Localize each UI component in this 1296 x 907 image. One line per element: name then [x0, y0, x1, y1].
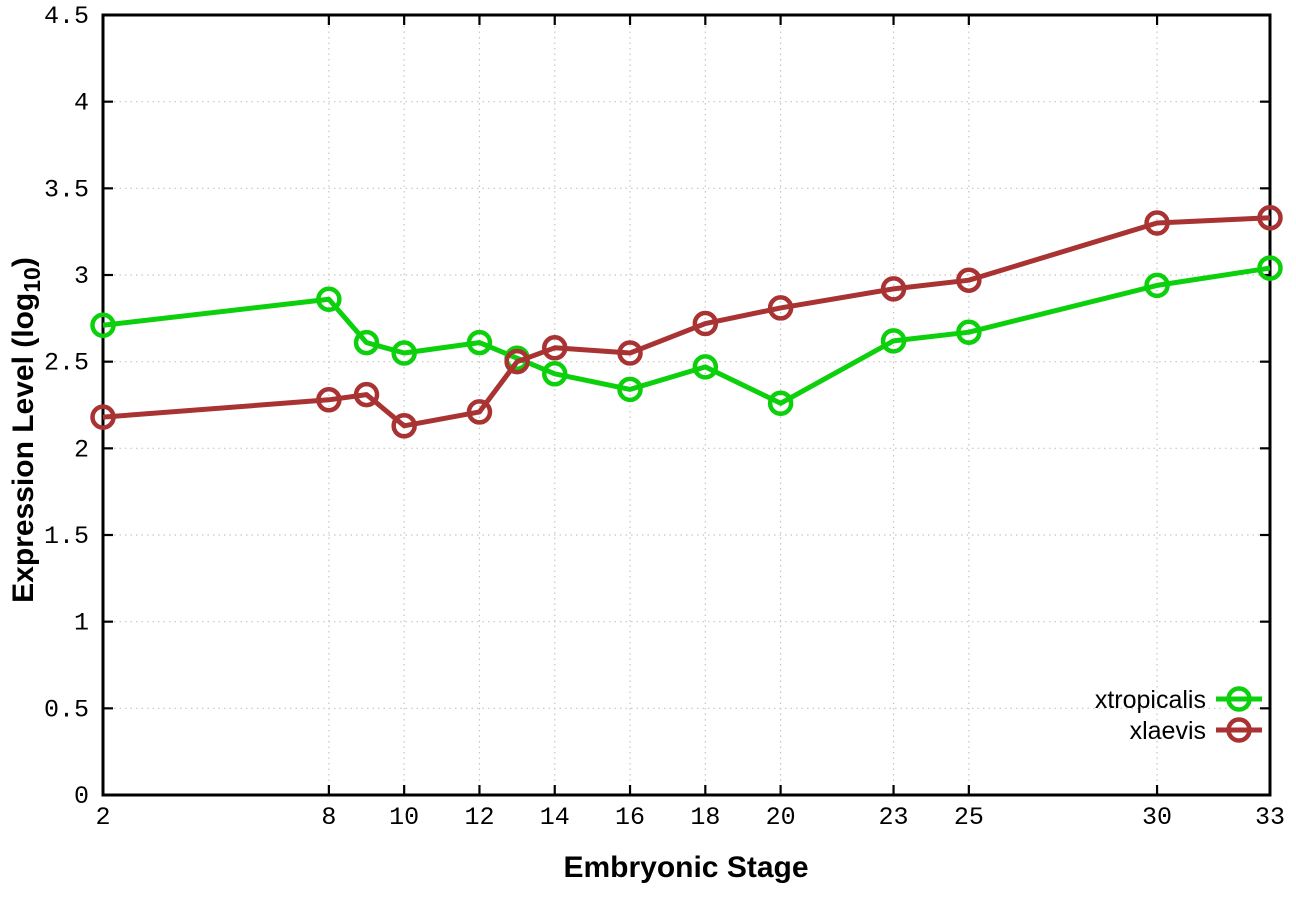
y-tick-label: 1 [74, 609, 89, 638]
x-tick-label: 8 [321, 803, 336, 832]
x-axis-title: Embryonic Stage [563, 851, 808, 884]
data-point-marker [316, 387, 342, 413]
y-tick-label: 3.5 [44, 175, 89, 204]
x-tick-label: 23 [879, 803, 909, 832]
data-series [90, 205, 1283, 439]
x-tick-label: 12 [464, 803, 494, 832]
y-axis-title: Expression Level (log10) [7, 257, 45, 603]
data-point-marker [1144, 210, 1170, 236]
data-point-marker [880, 276, 907, 302]
legend-sample-marker-xtropicalis [1226, 686, 1252, 712]
legend-samples [1216, 686, 1262, 743]
x-tick-label: 33 [1255, 803, 1285, 832]
legend-label-xlaevis: xlaevis [1130, 717, 1206, 745]
series-xlaevis [90, 205, 1283, 439]
legend: xtropicalis xlaevis [1095, 686, 1262, 745]
series-line-xlaevis [102, 215, 1271, 429]
data-point-marker [767, 390, 794, 417]
x-tick-label: 18 [690, 803, 720, 832]
legend-sample-marker-xlaevis [1226, 717, 1252, 743]
x-tick-label: 10 [389, 803, 419, 832]
series-line-xtropicalis [102, 265, 1271, 406]
x-tick-label: 30 [1142, 803, 1172, 832]
data-point-marker [880, 328, 907, 354]
axis-ticks: 2 8 10 12 14 16 18 20 23 25 30 33 0 0.5 1 1.5 2 2.5 3 3.5 4 4… [44, 2, 1285, 832]
x-tick-label: 25 [954, 803, 984, 832]
data-point-marker [353, 329, 380, 356]
data-point-marker [692, 354, 719, 380]
y-tick-label: 4.5 [44, 2, 89, 31]
data-point-marker [466, 329, 493, 356]
legend-label-xtropicalis: xtropicalis [1095, 686, 1206, 714]
data-point-marker [391, 340, 417, 366]
data-point-marker [767, 295, 794, 321]
data-point-marker [541, 361, 568, 387]
y-tick-label: 3 [74, 262, 89, 291]
y-tick-label: 4 [74, 89, 89, 118]
y-tick-label: 0.5 [44, 695, 89, 724]
data-point-marker [353, 381, 380, 408]
data-point-marker [617, 340, 643, 366]
data-point-marker [956, 319, 982, 345]
data-point-marker [1144, 272, 1170, 299]
data-point-marker [1257, 205, 1283, 231]
data-point-marker [1257, 255, 1283, 281]
data-point-marker [90, 312, 116, 339]
data-point-marker [391, 413, 417, 439]
data-point-marker [504, 348, 530, 375]
y-axis-title-subscript: 10 [19, 267, 45, 293]
series-xtropicalis [90, 255, 1283, 417]
y-tick-label: 1.5 [44, 522, 89, 551]
y-axis-title-suffix: ) [7, 257, 40, 267]
y-tick-label: 2 [74, 435, 89, 464]
data-point-marker [692, 310, 719, 337]
data-point-marker [956, 267, 982, 293]
y-tick-label: 0 [74, 782, 89, 811]
x-tick-label: 16 [615, 803, 645, 832]
data-point-marker [316, 286, 342, 313]
data-point-marker [90, 404, 116, 430]
x-tick-label: 20 [766, 803, 796, 832]
y-axis-title-main: Expression Level (log [7, 293, 40, 603]
x-tick-label: 14 [540, 803, 570, 832]
y-tick-label: 2.5 [44, 349, 89, 378]
x-tick-label: 2 [95, 803, 110, 832]
data-point-marker [466, 399, 493, 425]
data-point-marker [617, 376, 643, 403]
data-point-marker [541, 335, 568, 361]
